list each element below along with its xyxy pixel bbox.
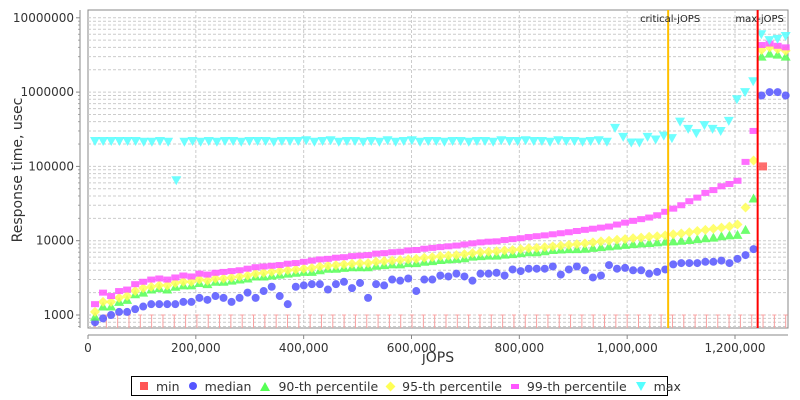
legend-label: median [204, 378, 252, 394]
legend-item-max: max [635, 378, 681, 394]
circle-icon [188, 382, 197, 390]
legend-label: 99-th percentile [526, 378, 627, 394]
legend-item-median: median [188, 378, 252, 394]
response-time-chart: critical-jOPS max-jOPS 0 200,000 400,000 600… [10, 9, 791, 366]
svg-text:0: 0 [84, 341, 92, 355]
svg-text:1000000: 1000000 [21, 85, 74, 99]
legend-item-95th: 95-th percentile [385, 378, 502, 394]
y-axis-title: Response time, usec [10, 98, 26, 243]
legend-label: 90-th percentile [278, 378, 379, 394]
legend-item-99th: 99-th percentile [510, 378, 627, 394]
svg-text:600,000: 600,000 [387, 341, 437, 355]
svg-text:200,000: 200,000 [171, 341, 221, 355]
svg-text:10000: 10000 [36, 234, 74, 248]
y-axis-ticks: 1000 10000 100000 1000000 10000000 [13, 11, 80, 328]
grid-lines [88, 10, 788, 328]
svg-text:800,000: 800,000 [495, 341, 545, 355]
min-series-stems [93, 314, 788, 328]
svg-text:1,200,000: 1,200,000 [704, 341, 765, 355]
triangle-down-icon [635, 381, 646, 391]
triangle-up-icon [260, 381, 271, 391]
diamond-icon [385, 381, 396, 391]
svg-text:100000: 100000 [28, 159, 74, 173]
legend-item-90th: 90-th percentile [260, 379, 378, 394]
svg-text:10000000: 10000000 [13, 11, 74, 25]
x-axis-title: jOPS [421, 350, 454, 366]
data-points [90, 30, 791, 327]
svg-text:400,000: 400,000 [279, 341, 329, 355]
x-axis-ticks: 0 200,000 400,000 600,000 800,000 1,000,000 1,… [84, 335, 766, 355]
svg-text:1,000,000: 1,000,000 [597, 341, 658, 355]
svg-text:1000: 1000 [43, 308, 74, 322]
rectangle-icon [510, 383, 519, 389]
legend-label: max [653, 378, 681, 394]
chart-legend: min median 90-th percentile 95-th percen… [131, 376, 681, 396]
square-icon [140, 382, 148, 390]
legend-label: 95-th percentile [402, 378, 502, 394]
jops-markers: critical-jOPS max-jOPS [640, 10, 784, 328]
svg-text:max-jOPS: max-jOPS [735, 14, 783, 25]
legend-item-min: min [140, 379, 180, 394]
svg-text:critical-jOPS: critical-jOPS [640, 14, 700, 25]
legend-label: min [156, 378, 180, 394]
